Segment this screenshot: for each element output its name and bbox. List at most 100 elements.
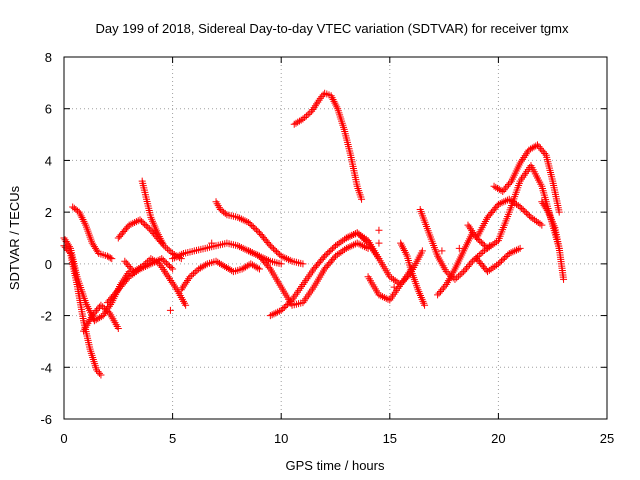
data-point <box>514 245 522 253</box>
data-point <box>234 213 242 221</box>
data-point <box>496 258 504 266</box>
data-point <box>379 293 387 301</box>
data-point <box>536 220 544 228</box>
data-point <box>65 243 73 251</box>
series-arc-3 <box>69 203 116 263</box>
y-tick-label: -4 <box>40 360 52 375</box>
data-point <box>245 247 253 255</box>
data-point <box>359 242 367 250</box>
data-point <box>524 210 532 218</box>
data-point <box>165 262 173 270</box>
data-point <box>511 247 519 255</box>
data-point <box>182 301 190 309</box>
data-point <box>361 236 369 244</box>
data-point <box>114 325 122 332</box>
data-point <box>277 260 285 268</box>
series-arc-14 <box>290 89 366 203</box>
data-point <box>318 93 326 101</box>
data-point <box>494 200 502 208</box>
data-point <box>353 239 361 247</box>
data-point <box>484 268 492 276</box>
data-point <box>463 264 471 272</box>
data-point <box>138 217 146 225</box>
data-point <box>363 238 371 246</box>
data-point <box>97 301 105 309</box>
data-point <box>127 271 135 279</box>
data-point <box>505 195 513 203</box>
grid <box>64 57 607 419</box>
data-point <box>121 257 129 265</box>
series-arc-21 <box>473 195 546 242</box>
data-point <box>533 141 541 149</box>
series-arc-23 <box>473 244 524 276</box>
data-point <box>299 115 307 123</box>
data-point <box>505 250 513 258</box>
data-point <box>355 230 363 238</box>
data-point <box>221 209 229 217</box>
data-point <box>503 182 511 190</box>
data-point <box>460 268 468 276</box>
data-point <box>477 250 485 258</box>
data-point <box>287 298 295 306</box>
data-point <box>458 269 466 277</box>
data-point <box>487 265 495 273</box>
x-tick-label: 10 <box>274 431 288 446</box>
data-point <box>332 252 339 260</box>
data-point <box>91 308 99 316</box>
data-point <box>90 310 98 318</box>
data-point <box>538 146 546 154</box>
y-tick-label: -6 <box>40 412 52 427</box>
data-point <box>143 258 151 266</box>
data-point <box>388 274 396 282</box>
data-point <box>304 110 312 118</box>
data-point <box>391 277 399 285</box>
data-point <box>498 199 506 207</box>
data-point <box>125 221 133 229</box>
data-point <box>280 303 288 311</box>
data-point <box>241 245 249 253</box>
data-point <box>299 260 307 268</box>
data-point <box>332 242 339 250</box>
data-point <box>88 312 96 320</box>
axis-ticks <box>63 56 608 420</box>
data-point <box>438 247 446 255</box>
data-point <box>509 198 517 206</box>
y-axis-label: SDTVAR / TECUs <box>7 185 22 290</box>
y-tick-label: 4 <box>45 153 52 168</box>
data-point <box>144 223 152 231</box>
data-point <box>479 248 487 256</box>
y-tick-label: -2 <box>40 309 52 324</box>
data-point <box>360 243 368 251</box>
data-points <box>60 89 568 379</box>
data-point <box>145 225 153 233</box>
data-point <box>158 255 166 263</box>
data-point <box>375 239 383 247</box>
data-point <box>159 256 167 264</box>
data-point <box>97 313 105 321</box>
series-arc-16 <box>364 265 416 304</box>
data-point <box>485 266 493 274</box>
data-point <box>145 256 153 264</box>
data-point <box>281 254 289 262</box>
data-point <box>178 250 186 258</box>
data-point <box>93 366 101 374</box>
data-point <box>346 232 354 240</box>
data-point <box>237 215 245 223</box>
data-point <box>106 254 114 262</box>
data-point <box>342 244 350 252</box>
data-point <box>511 199 519 207</box>
data-point <box>266 312 274 320</box>
data-point <box>163 245 171 253</box>
data-point <box>375 226 383 234</box>
data-point <box>480 241 488 249</box>
data-point <box>142 259 150 267</box>
data-point <box>499 187 507 195</box>
x-tick-label: 15 <box>383 431 397 446</box>
data-point <box>302 112 310 120</box>
data-point <box>191 268 199 276</box>
data-point <box>393 278 401 286</box>
data-point <box>268 311 276 319</box>
data-point <box>255 265 263 273</box>
data-point <box>246 220 254 228</box>
data-point <box>527 213 535 221</box>
